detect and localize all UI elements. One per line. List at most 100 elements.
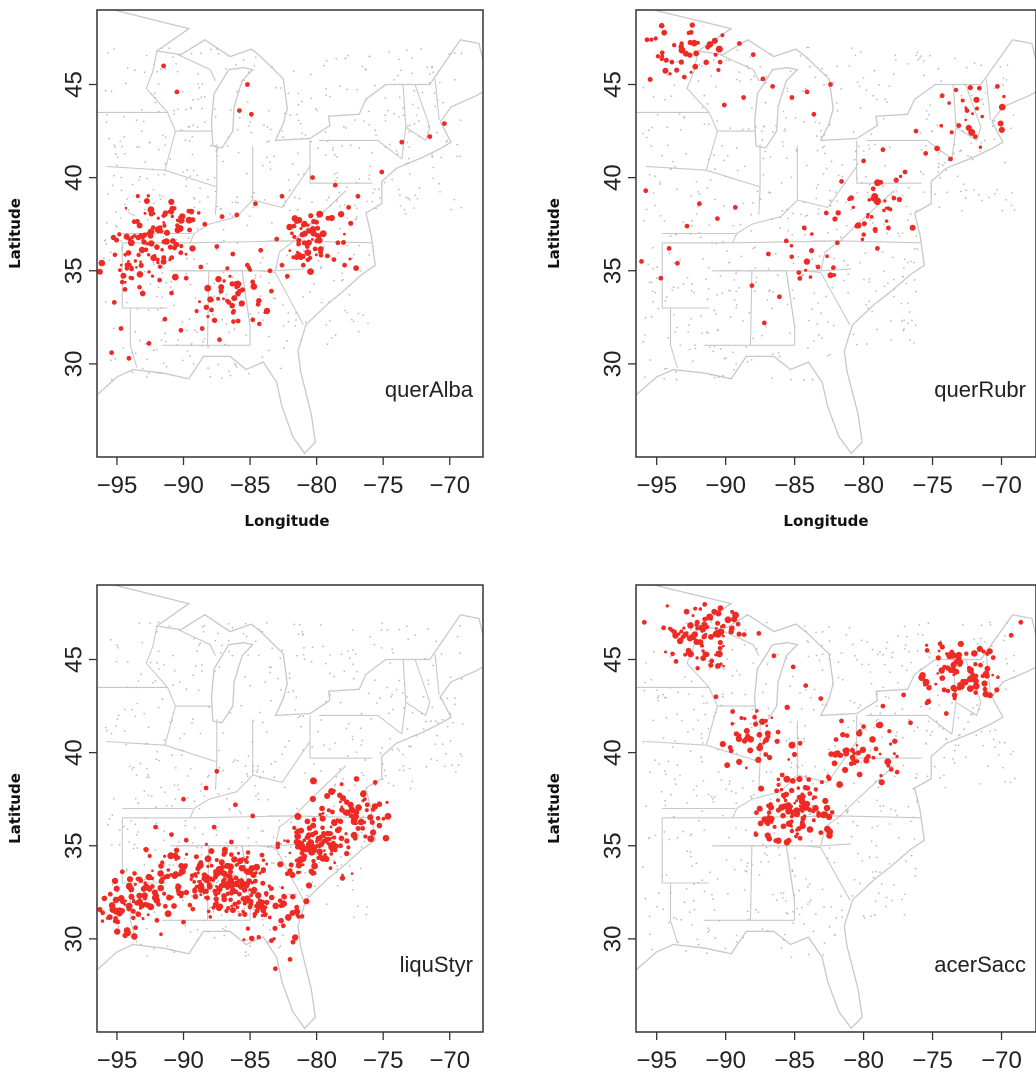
background-plot-point [284,855,287,858]
presence-point [147,233,154,239]
background-plot-point [771,307,773,310]
background-plot-point [715,313,717,315]
background-plot-point [324,662,327,665]
x-tick-label: −90 [705,472,746,499]
background-plot-point [993,193,996,195]
background-plot-point [941,164,944,167]
background-plot-point [229,712,232,714]
background-plot-point [165,366,168,368]
presence-point [166,868,171,872]
background-plot-point [965,756,967,758]
presence-point [263,307,271,315]
background-plot-point [214,145,216,148]
presence-point [234,212,240,218]
background-plot-point [747,918,750,921]
background-plot-point [700,756,702,759]
presence-point [259,852,265,858]
background-plot-point [886,232,888,235]
background-plot-point [755,908,757,911]
presence-point [789,244,794,248]
background-plot-point [459,753,462,756]
background-plot-point [664,98,667,101]
background-plot-point [111,883,114,886]
background-plot-point [736,169,739,172]
presence-point [709,617,713,621]
background-plot-point [690,865,693,867]
presence-point [326,841,330,846]
background-plot-point [652,719,655,722]
background-plot-point [131,352,134,354]
background-plot-point [295,312,297,314]
presence-point [798,806,805,812]
background-plot-point [903,648,906,650]
background-plot-point [150,795,153,798]
background-plot-point [257,311,260,314]
presence-point [795,799,799,803]
presence-point [129,276,135,281]
presence-point [206,314,210,319]
presence-point [205,895,210,901]
background-plot-point [301,630,304,633]
background-plot-point [217,52,220,55]
background-plot-point [1013,670,1015,672]
background-plot-point [123,708,126,711]
background-plot-point [871,826,873,829]
background-plot-point [144,878,146,881]
presence-point [816,812,822,818]
state-boundary [106,705,177,746]
presence-point [339,795,347,802]
background-plot-point [821,67,823,70]
background-plot-point [206,776,209,778]
background-plot-point [349,144,352,147]
presence-point [323,849,326,852]
background-plot-point [242,59,245,61]
background-plot-point [725,59,728,62]
background-plot-point [346,88,348,91]
presence-point [338,843,343,849]
background-plot-point [328,320,331,322]
background-plot-point [339,227,342,230]
background-plot-point [290,821,292,824]
presence-point [143,198,150,204]
presence-point [336,826,342,832]
state-boundary [402,659,431,717]
background-plot-point [701,106,704,109]
presence-point [218,883,222,887]
background-plot-point [702,779,705,782]
background-plot-point [867,307,870,310]
background-plot-point [244,675,247,678]
background-plot-point [921,634,924,636]
coastline-outline [97,585,483,1030]
background-plot-point [335,871,338,874]
background-plot-point [992,119,994,122]
background-plot-point [346,186,348,189]
background-plot-point [953,143,956,146]
background-plot-point [837,822,839,825]
background-plot-point [184,139,187,142]
presence-point [797,276,803,281]
background-plot-point [161,320,163,322]
presence-point [828,82,833,87]
background-plot-point [266,126,269,128]
background-plot-point [117,714,120,717]
presence-point [128,893,135,900]
presence-point [315,233,321,238]
background-plot-point [163,830,166,833]
presence-point [1008,632,1014,638]
background-plot-point [923,191,926,194]
background-plot-point [324,154,327,157]
state-boundary [636,111,756,132]
background-plot-point [217,880,220,882]
background-plot-point [664,367,666,370]
presence-point [338,835,345,842]
presence-point [277,861,284,868]
background-plot-point [833,257,836,260]
presence-point [296,870,300,875]
background-plot-point [792,262,795,265]
background-plot-point [772,353,774,355]
background-plot-point [765,854,768,856]
background-plot-point [878,690,881,692]
background-plot-point [865,175,867,178]
background-plot-point [856,824,859,827]
background-plot-point [672,286,675,289]
